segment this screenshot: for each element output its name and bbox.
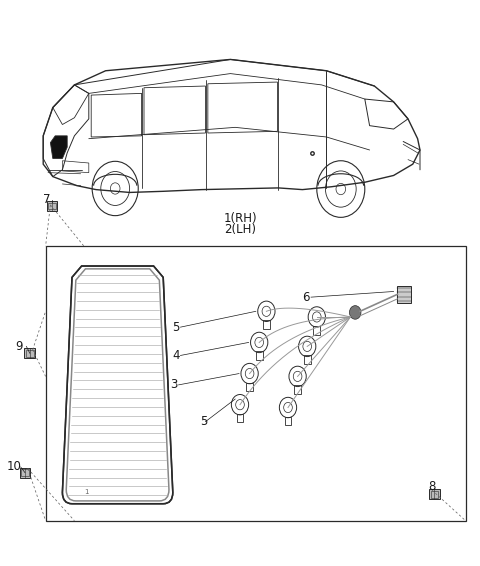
Bar	[246, 383, 253, 391]
Text: 7: 7	[43, 193, 50, 205]
Text: 4: 4	[172, 349, 180, 362]
Text: 9: 9	[15, 340, 23, 353]
Text: 1: 1	[84, 488, 88, 495]
Text: 1(RH): 1(RH)	[223, 212, 257, 225]
Bar	[294, 385, 301, 394]
Bar	[431, 491, 438, 498]
Polygon shape	[50, 136, 67, 158]
Bar	[21, 469, 29, 476]
Bar	[48, 203, 56, 209]
Bar	[313, 326, 320, 335]
Bar	[263, 320, 270, 329]
Bar	[429, 489, 440, 499]
Bar	[47, 201, 57, 211]
Bar	[397, 286, 411, 303]
Bar	[237, 414, 243, 422]
Text: 8: 8	[428, 481, 436, 493]
Bar	[46, 246, 466, 521]
Bar	[256, 351, 263, 360]
Text: 5: 5	[200, 415, 207, 428]
Bar	[24, 348, 35, 358]
Text: 5: 5	[172, 321, 180, 333]
Text: 6: 6	[302, 291, 310, 303]
Text: 10: 10	[7, 461, 22, 473]
Bar	[285, 417, 291, 425]
Bar	[20, 468, 30, 478]
Bar	[304, 355, 311, 364]
Bar	[26, 350, 34, 357]
Text: 2(LH): 2(LH)	[224, 223, 256, 236]
Circle shape	[349, 306, 361, 319]
Text: 3: 3	[170, 379, 178, 391]
